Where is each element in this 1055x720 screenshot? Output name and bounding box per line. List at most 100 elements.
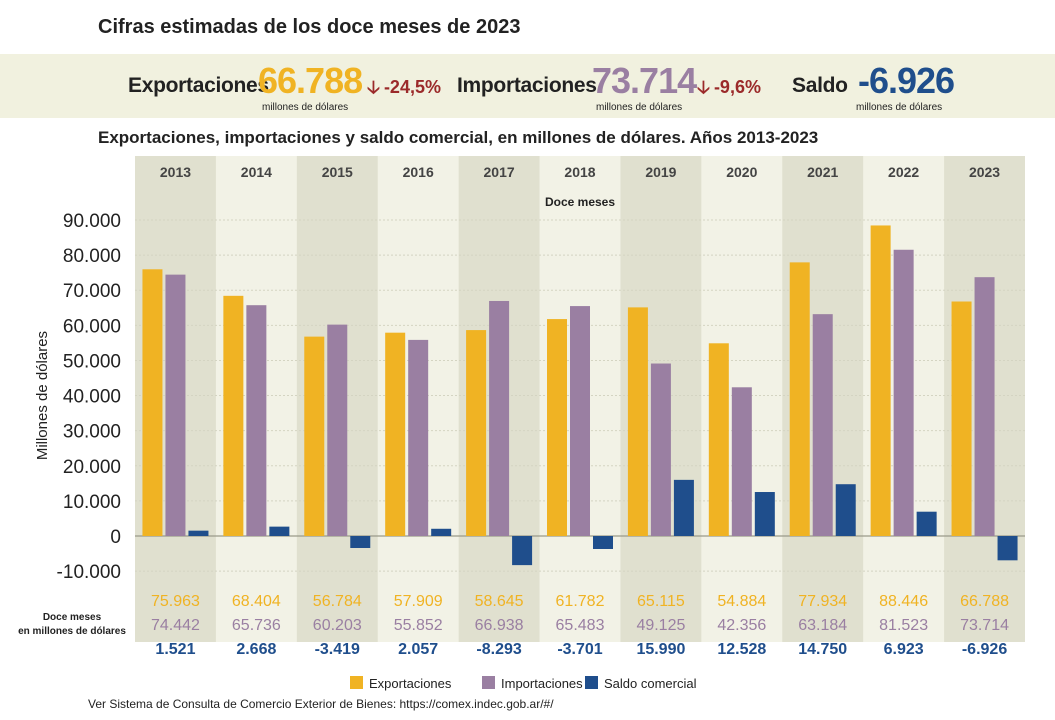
data-label-exports: 61.782: [556, 593, 605, 610]
bar-exports: [223, 295, 244, 536]
imports-kpi-label: Importaciones: [457, 74, 597, 97]
table-label-line1: Doce meses: [43, 612, 102, 623]
legend-swatch: [482, 676, 495, 689]
year-label: 2020: [726, 164, 757, 180]
bar-imports: [489, 300, 510, 536]
bar-exports: [708, 343, 729, 536]
source-footer: Ver Sistema de Consulta de Comercio Exte…: [88, 697, 554, 711]
year-label: 2019: [645, 164, 676, 180]
bar-balance: [188, 530, 209, 536]
bar-balance: [997, 536, 1018, 561]
data-label-exports: 88.446: [879, 593, 928, 610]
year-label: 2016: [403, 164, 434, 180]
bar-imports: [570, 306, 590, 536]
y-tick-label: 60.000: [63, 316, 121, 337]
bar-imports: [974, 277, 995, 536]
y-tick-label: 0: [110, 527, 121, 548]
year-label: 2015: [322, 164, 353, 180]
data-label-imports: 55.852: [394, 617, 443, 634]
exports-kpi-change: 🡣 -24,5%: [367, 75, 441, 105]
exports-change-value: -24,5%: [383, 77, 441, 97]
bar-imports: [731, 387, 752, 536]
data-label-exports: 68.404: [232, 593, 281, 610]
imports-change-value: -9,6%: [713, 77, 761, 97]
year-label: 2022: [888, 164, 919, 180]
balance-kpi-label: Saldo: [792, 74, 848, 97]
bar-balance: [835, 484, 856, 536]
data-label-exports: 56.784: [313, 593, 362, 610]
bar-exports: [385, 332, 406, 536]
exports-kpi-unit: millones de dólares: [262, 102, 349, 113]
data-label-balance: 6.923: [884, 641, 924, 658]
arrow-down-icon: 🡣: [697, 77, 710, 97]
bar-imports: [165, 274, 186, 536]
year-label: 2021: [807, 164, 838, 180]
period-label: Doce meses: [545, 195, 615, 209]
bar-balance: [431, 528, 452, 536]
year-label: 2023: [969, 164, 1000, 180]
trade-bar-chart: 90.000 80.000 70.000 60.000 50.000 40.000 30.0…: [18, 156, 1025, 691]
data-label-balance: 14.750: [798, 641, 847, 658]
table-label-line2: en millones de dólares: [18, 626, 126, 637]
year-label: 2013: [160, 164, 191, 180]
data-label-balance: -6.926: [962, 641, 1007, 658]
balance-kpi-value: -6.926: [858, 60, 955, 101]
data-label-imports: 74.442: [151, 617, 200, 634]
bar-exports: [547, 319, 567, 536]
bar-exports: [142, 269, 163, 536]
imports-kpi-value: 73.714: [592, 60, 697, 101]
bar-balance: [916, 511, 937, 536]
data-label-exports: 57.909: [394, 593, 443, 610]
bar-balance: [673, 479, 694, 536]
legend-label: Importaciones: [501, 676, 583, 691]
data-label-balance: 2.668: [236, 641, 276, 658]
data-label-exports: 77.934: [798, 593, 847, 610]
data-label-exports: 65.115: [637, 593, 685, 610]
bar-exports: [627, 307, 648, 536]
bar-balance: [350, 536, 371, 549]
legend-swatch: [350, 676, 363, 689]
data-label-imports: 65.736: [232, 617, 281, 634]
data-label-balance: 15.990: [636, 641, 685, 658]
data-label-balance: -8.293: [476, 641, 521, 658]
y-tick-label: 40.000: [63, 387, 121, 408]
data-label-exports: 75.963: [151, 593, 200, 610]
legend-label: Exportaciones: [369, 676, 452, 691]
bar-imports: [650, 363, 671, 536]
legend-label: Saldo comercial: [604, 676, 697, 691]
bar-imports: [327, 324, 348, 536]
year-label: 2017: [484, 164, 515, 180]
bar-exports: [870, 225, 891, 536]
bar-imports: [812, 314, 833, 536]
bar-exports: [951, 301, 972, 536]
data-label-imports: 42.356: [717, 617, 766, 634]
year-label: 2018: [564, 164, 595, 180]
bar-imports: [893, 249, 914, 537]
exports-kpi-label: Exportaciones: [128, 74, 269, 97]
kpi-summary-bar: Exportaciones 66.788 millones de dólares…: [0, 54, 1055, 118]
bar-balance: [754, 492, 775, 536]
balance-kpi-unit: millones de dólares: [856, 102, 943, 113]
data-label-imports: 63.184: [798, 617, 847, 634]
data-label-balance: 1.521: [155, 641, 195, 658]
legend-swatch: [585, 676, 598, 689]
y-tick-label: 70.000: [63, 281, 121, 302]
y-tick-label: 30.000: [63, 422, 121, 443]
arrow-down-icon: 🡣: [367, 77, 380, 97]
y-tick-label: 10.000: [63, 492, 121, 513]
imports-kpi-change: 🡣 -9,6%: [697, 75, 761, 105]
data-label-exports: 54.884: [717, 593, 766, 610]
data-label-exports: 58.645: [475, 593, 524, 610]
y-tick-label: 20.000: [63, 457, 121, 478]
data-label-balance: -3.419: [315, 641, 360, 658]
exports-kpi-value: 66.788: [258, 60, 363, 101]
y-tick-label: 50.000: [63, 351, 121, 372]
bar-balance: [512, 536, 533, 566]
y-tick-label: 80.000: [63, 246, 121, 267]
data-label-imports: 73.714: [960, 617, 1009, 634]
data-label-balance: 12.528: [717, 641, 766, 658]
chart-subtitle: Exportaciones, importaciones y saldo com…: [98, 128, 819, 147]
y-tick-label: 90.000: [63, 211, 121, 232]
data-label-imports: 60.203: [313, 617, 362, 634]
bar-balance: [269, 526, 290, 536]
